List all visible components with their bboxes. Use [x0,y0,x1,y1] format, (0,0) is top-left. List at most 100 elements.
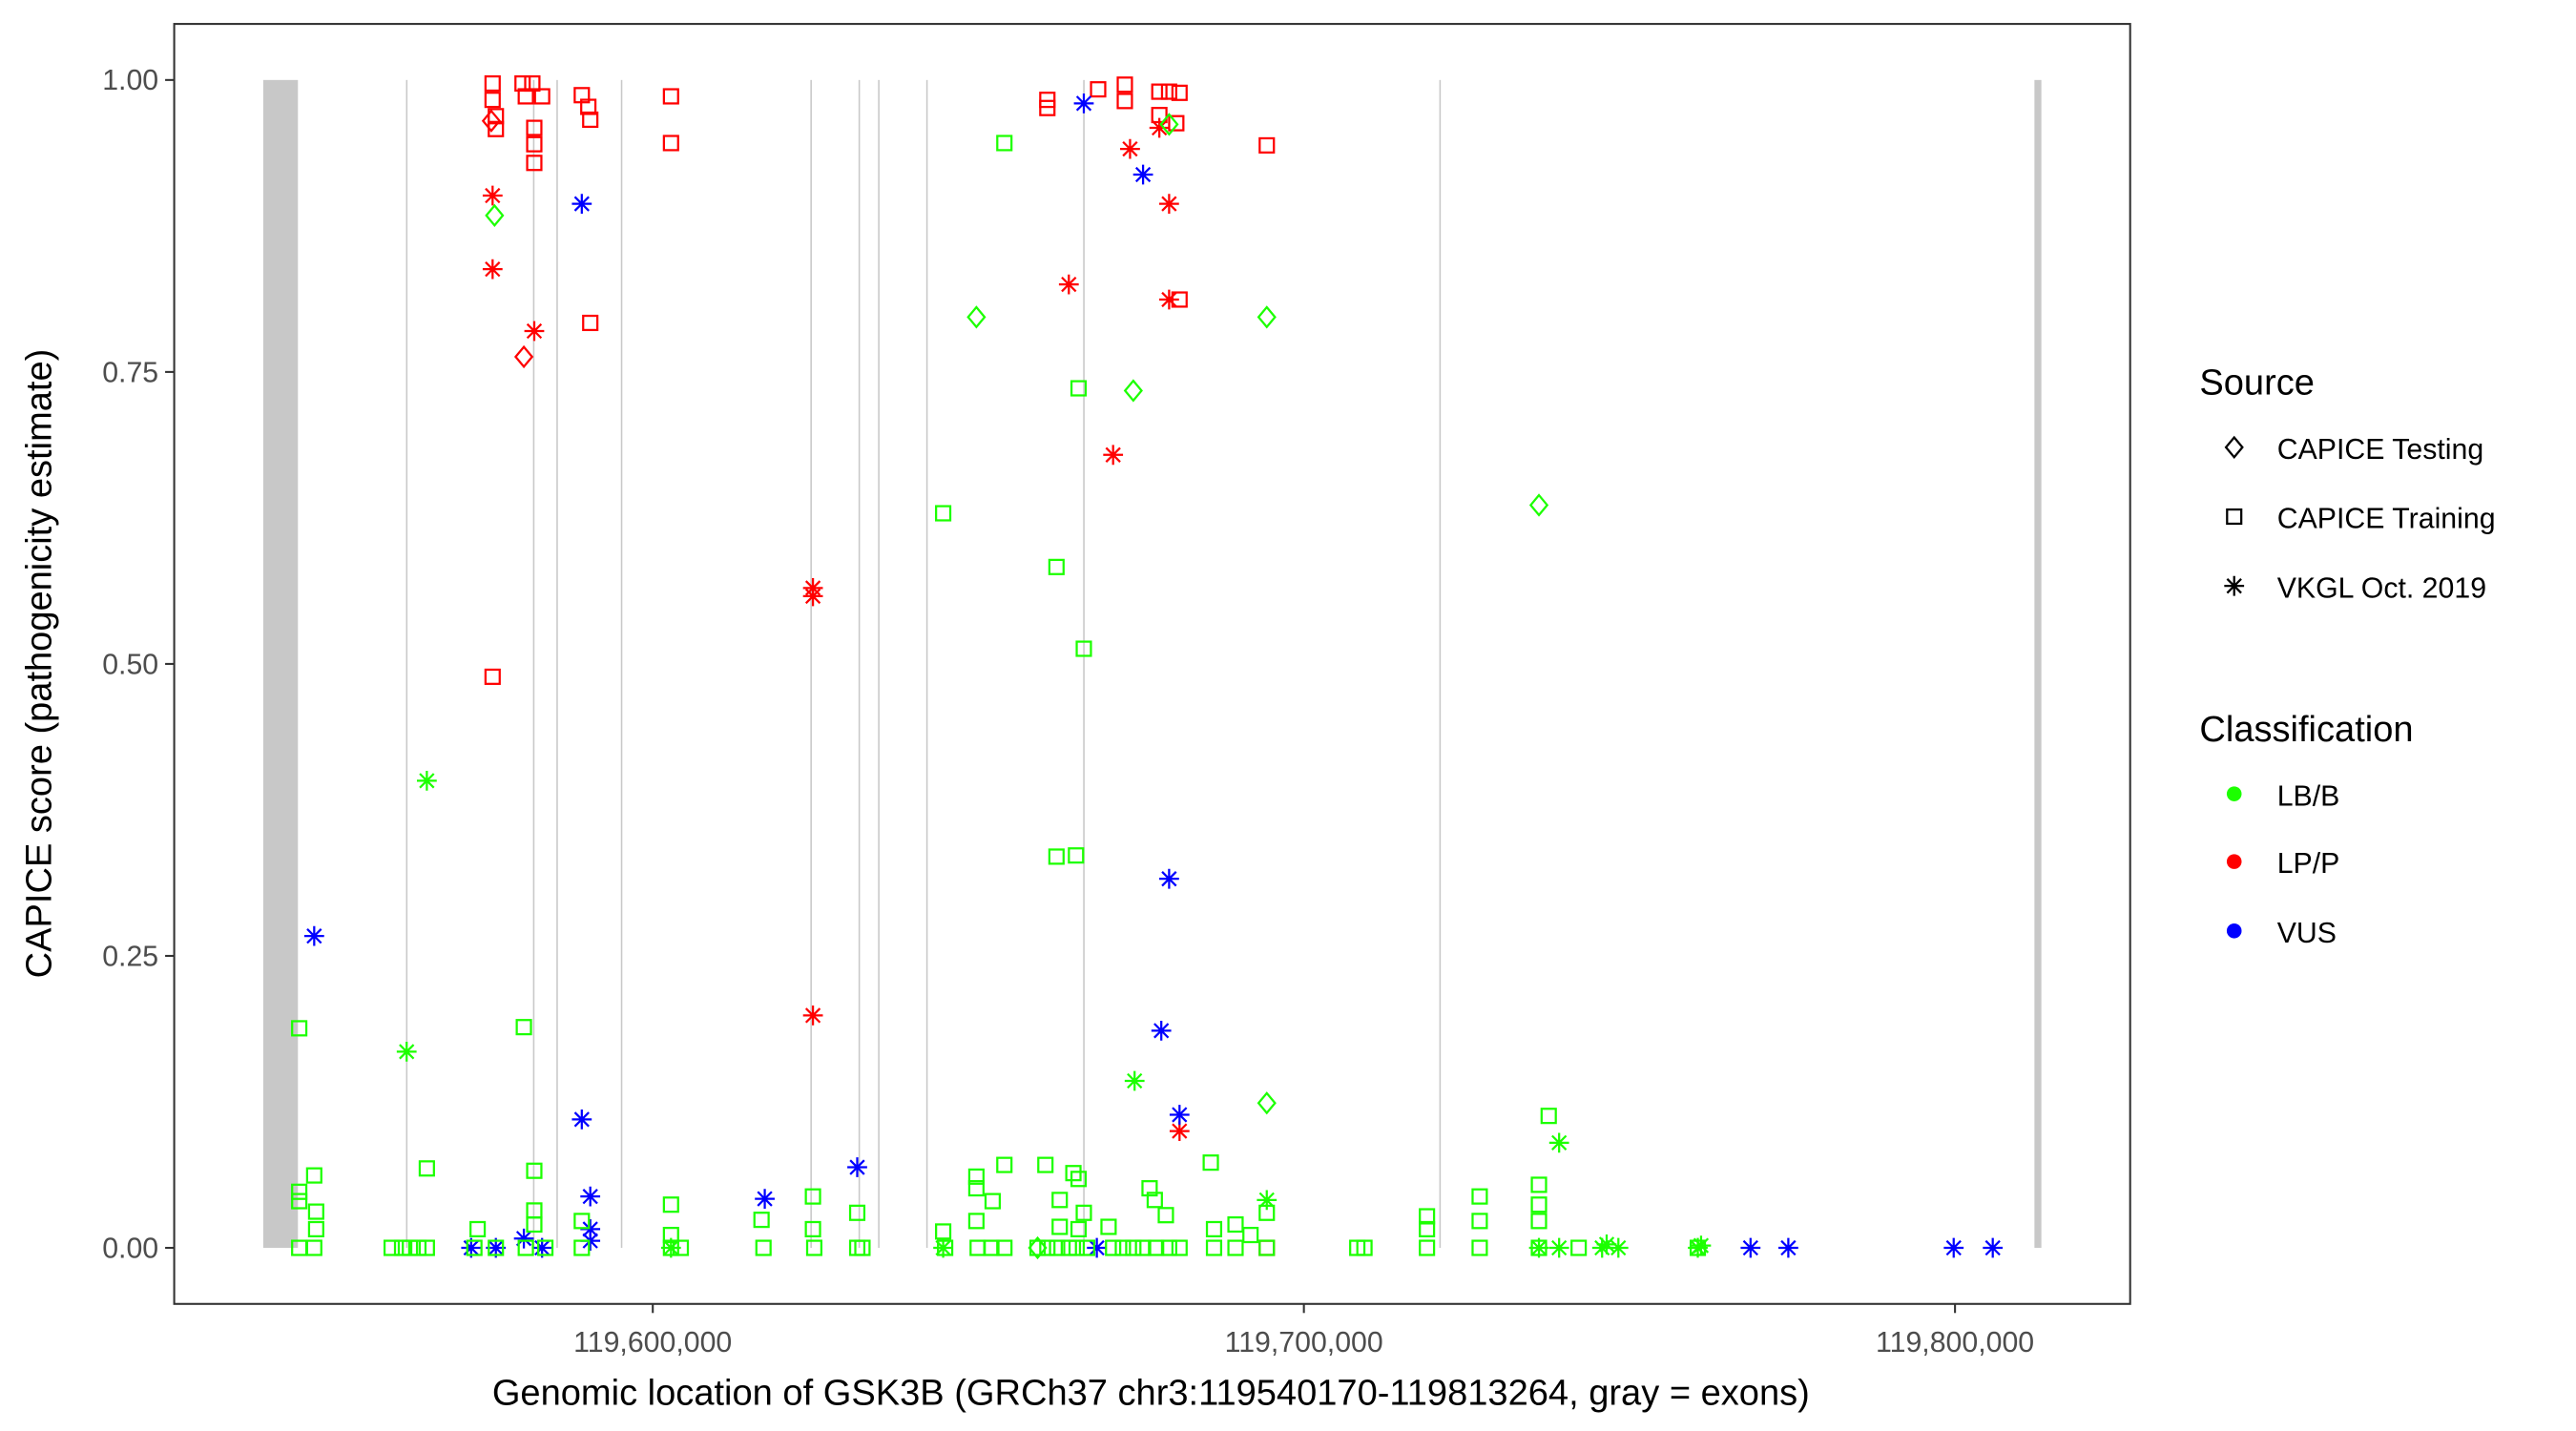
diamond-marker [1028,1235,1048,1260]
data-point [517,1239,534,1256]
diamond-marker [1159,113,1179,136]
square-marker [1471,1188,1488,1205]
asterisk-marker [513,1228,534,1249]
data-point [935,505,952,522]
diamond-marker [1257,1091,1277,1115]
data-point [305,1167,322,1184]
square-marker [1570,1239,1588,1256]
square-marker [1134,1239,1152,1256]
square-marker [1075,1204,1092,1221]
data-point [1159,289,1179,310]
data-point [482,259,503,280]
y-tick-label: 0.50 [102,649,158,680]
square-marker [1051,1192,1069,1209]
square-marker [996,135,1013,152]
square-marker [1419,1208,1436,1225]
data-point [305,1239,322,1256]
data-point [1258,1204,1276,1221]
data-point [469,1220,487,1237]
data-point [1160,83,1177,100]
asterisk-marker [571,194,592,214]
data-point [996,135,1013,152]
square-marker [515,1019,532,1036]
data-point [1540,1108,1557,1125]
square-marker [526,1162,543,1179]
data-point [488,1239,505,1256]
square-marker [1356,1239,1373,1256]
exon-bar [262,79,299,1249]
square-marker [484,74,501,93]
y-tick-label: 0.75 [102,357,158,388]
square-marker [1530,1196,1548,1213]
square-marker [514,74,531,93]
data-point [1048,848,1065,865]
asterisk-marker [1159,868,1179,889]
exon-bar [810,79,812,1249]
data-point [1134,1239,1152,1256]
square-marker [291,1183,308,1200]
square-marker [1048,848,1065,865]
square-marker [967,1213,985,1230]
legend-source-title: Source [2199,363,2315,404]
square-marker [983,1239,1000,1256]
square-marker [937,1239,954,1256]
data-point [1160,1239,1177,1256]
square-marker [1070,380,1088,397]
square-marker [1037,1156,1054,1173]
data-point [1257,305,1277,329]
x-axis: 119,600,000 119,700,000 119,800,000 [573,1303,2034,1358]
asterisk-marker [1608,1237,1629,1258]
legend-class-dot-icon [2226,786,2242,801]
x-tick-label: 119,800,000 [1876,1327,2034,1358]
asterisk-marker [1159,289,1179,310]
data-point [933,1237,953,1258]
square-marker [291,1192,308,1210]
data-point [571,1109,592,1130]
square-marker [291,1020,308,1037]
diamond-marker [485,203,505,227]
data-point [802,1006,823,1026]
asterisk-marker [524,321,545,342]
data-point [291,1183,308,1200]
asterisk-marker [303,925,324,946]
asterisk-marker [531,1237,552,1258]
asterisk-marker [802,1006,823,1026]
square-marker [1171,1239,1188,1256]
points-layer [291,74,2004,1260]
data-point [1356,1239,1373,1256]
data-point [481,109,502,133]
data-point [935,1223,952,1240]
data-point [1608,1237,1629,1258]
data-point [526,1215,543,1234]
square-marker [533,88,551,105]
square-marker [854,1239,871,1256]
square-marker [1689,1239,1707,1256]
data-point [418,1239,435,1256]
square-marker [996,1239,1013,1256]
data-point [1257,1190,1278,1211]
diamond-marker [1257,305,1277,329]
diamond-marker [2224,435,2244,459]
square-marker [1048,558,1065,575]
data-point [804,1188,821,1205]
asterisk-marker [755,1189,775,1209]
exon-bar [858,79,861,1249]
legend-source-label-testing: CAPICE Testing [2277,434,2483,466]
square-marker [804,1220,821,1237]
square-marker [526,119,543,136]
square-marker [537,1239,554,1256]
data-point [1202,1154,1219,1172]
x-tick-label: 119,600,000 [573,1327,732,1358]
asterisk-marker [1548,1237,1569,1258]
data-point [1528,493,1549,517]
data-point [1257,1091,1277,1115]
square-marker [526,1215,543,1234]
data-point [1051,1218,1069,1235]
data-point [804,1220,821,1237]
data-point [1528,1237,1549,1258]
square-marker [1227,1239,1244,1256]
data-point [1123,379,1143,403]
square-marker [1151,83,1168,100]
square-marker [526,135,543,153]
y-tick-label: 0.00 [102,1233,158,1264]
